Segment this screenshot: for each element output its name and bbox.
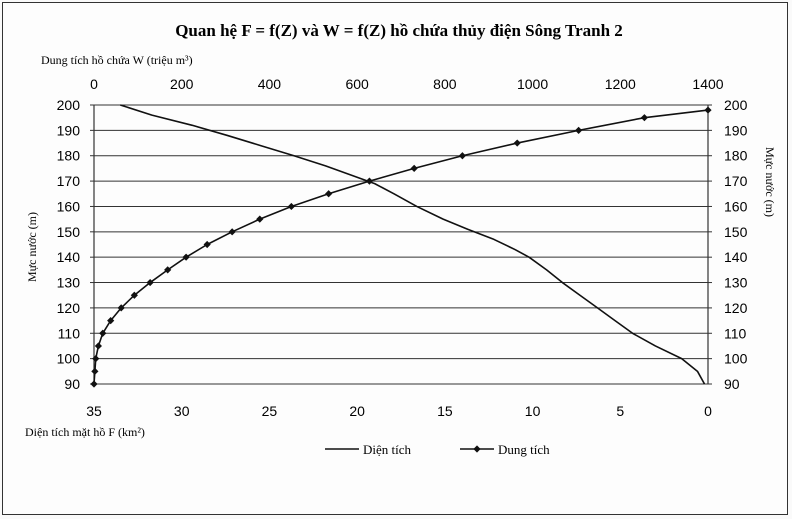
chart-title: Quan hệ F = f(Z) và W = f(Z) hồ chứa thủ… — [175, 21, 623, 40]
y-tick-label-right: 120 — [724, 300, 748, 316]
y-tick-label-right: 110 — [724, 325, 747, 341]
y-tick-label-right: 160 — [724, 198, 748, 214]
legend-label: Diện tích — [363, 442, 412, 457]
top-x-tick-label: 1200 — [605, 76, 636, 92]
data-point-dung-tich — [99, 329, 107, 337]
bottom-x-tick-label: 0 — [704, 403, 712, 419]
bottom-x-tick-label: 10 — [525, 403, 541, 419]
y-tick-label-right: 140 — [724, 249, 748, 265]
top-axis-label: Dung tích hồ chứa W (triệu m³) — [41, 53, 193, 67]
y-tick-label-left: 90 — [64, 376, 80, 392]
bottom-x-tick-label: 25 — [262, 403, 278, 419]
data-point-dung-tich — [513, 139, 521, 147]
top-x-tick-label: 400 — [258, 76, 282, 92]
y-tick-label-left: 170 — [57, 173, 81, 189]
y-tick-label-left: 120 — [57, 300, 81, 316]
data-point-dung-tich — [130, 291, 138, 299]
bottom-x-tick-label: 20 — [349, 403, 365, 419]
legend-marker — [473, 445, 481, 453]
gridlines — [90, 104, 712, 385]
series-line-dung-tich — [93, 109, 709, 385]
y-tick-label-right: 90 — [724, 376, 740, 392]
y-tick-label-right: 130 — [724, 275, 748, 291]
top-x-tick-label: 800 — [433, 76, 457, 92]
data-point-dung-tich — [94, 342, 102, 350]
data-point-dung-tich — [704, 106, 712, 114]
bottom-x-tick-label: 15 — [437, 403, 453, 419]
y-tick-label-left: 160 — [57, 198, 81, 214]
top-x-tick-label: 0 — [90, 76, 98, 92]
y-tick-label-left: 100 — [57, 351, 81, 367]
y-tick-label-right: 100 — [724, 351, 748, 367]
data-point-dung-tich — [575, 126, 583, 134]
y-tick-label-right: 200 — [724, 97, 748, 113]
top-x-tick-label: 600 — [345, 76, 369, 92]
bottom-x-tick-label: 30 — [174, 403, 190, 419]
y-tick-label-right: 190 — [724, 122, 748, 138]
data-point-dung-tich — [90, 380, 98, 388]
y-tick-label-left: 130 — [57, 275, 81, 291]
data-point-dung-tich — [287, 202, 295, 211]
top-x-tick-label: 1400 — [692, 76, 723, 92]
top-x-tick-label: 200 — [170, 76, 194, 92]
y-tick-label-left: 110 — [58, 325, 81, 341]
y-tick-label-left: 140 — [57, 249, 81, 265]
data-point-dung-tich — [91, 367, 99, 375]
y-tick-label-right: 150 — [724, 224, 748, 240]
data-point-dung-tich — [203, 240, 211, 249]
data-point-dung-tich — [228, 228, 236, 236]
y-tick-label-left: 200 — [57, 97, 81, 113]
data-point-dung-tich — [146, 278, 154, 287]
legend-label: Dung tích — [498, 442, 550, 457]
legend: Diện tích Dung tích — [325, 442, 550, 457]
data-point-dung-tich — [92, 355, 100, 363]
top-x-tick-label: 1000 — [517, 76, 548, 92]
bottom-axis-label: Diện tích mặt hồ F (km²) — [25, 425, 145, 439]
y-tick-label-left: 150 — [57, 224, 81, 240]
data-point-dung-tich — [640, 114, 649, 122]
data-point-dung-tich — [117, 304, 125, 312]
series-layer — [90, 104, 712, 388]
data-point-dung-tich — [410, 164, 418, 173]
data-point-dung-tich — [256, 215, 264, 223]
y-tick-label-right: 180 — [724, 148, 748, 164]
series-line-dien-tich — [120, 104, 706, 385]
bottom-x-tick-label: 5 — [616, 403, 624, 419]
data-point-dung-tich — [107, 316, 115, 325]
data-point-dung-tich — [365, 177, 374, 185]
data-point-dung-tich — [182, 253, 190, 261]
data-point-dung-tich — [164, 266, 172, 274]
y-tick-label-left: 190 — [57, 122, 81, 138]
data-point-dung-tich — [325, 190, 333, 198]
right-axis-label: Mực nước (m) — [763, 147, 777, 217]
y-tick-label-left: 180 — [57, 148, 81, 164]
bottom-x-tick-label: 35 — [86, 403, 102, 419]
data-point-dung-tich — [458, 152, 466, 160]
left-axis-label: Mực nước (m) — [25, 212, 39, 282]
y-tick-label-right: 170 — [724, 173, 748, 189]
